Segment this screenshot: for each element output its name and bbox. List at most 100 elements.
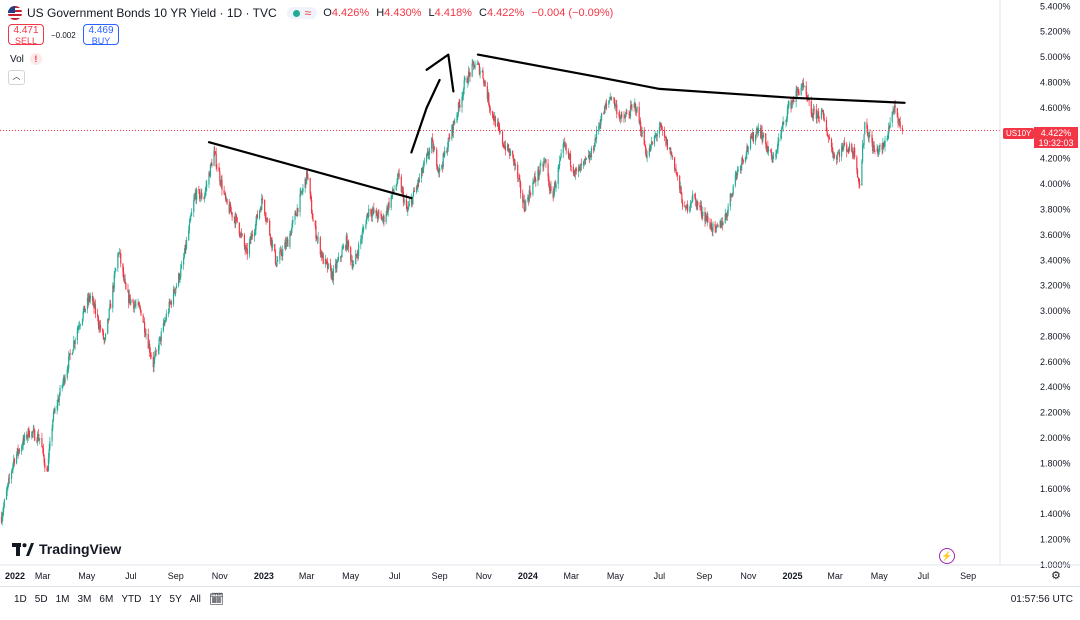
- y-tick-label: 5.400%: [1040, 1, 1071, 11]
- candle: [771, 155, 773, 163]
- candle: [245, 243, 248, 254]
- candle: [605, 100, 607, 109]
- candle: [326, 260, 328, 265]
- candle: [316, 235, 319, 245]
- candle: [403, 197, 405, 206]
- calendar-range-icon[interactable]: 🗓: [209, 592, 225, 606]
- range-button-5y[interactable]: 5Y: [169, 594, 182, 605]
- candle: [468, 68, 470, 78]
- candle: [887, 130, 889, 140]
- candle: [329, 258, 332, 272]
- candle: [269, 218, 271, 237]
- candle: [426, 153, 428, 165]
- candle: [224, 192, 226, 196]
- candle: [590, 152, 592, 158]
- range-button-3m[interactable]: 3M: [77, 594, 92, 605]
- candle: [346, 233, 348, 251]
- range-button-ytd[interactable]: YTD: [121, 594, 142, 605]
- candle: [355, 253, 358, 259]
- warning-icon[interactable]: !: [29, 53, 42, 65]
- range-button-1d[interactable]: 1D: [14, 594, 27, 605]
- candle: [459, 99, 461, 112]
- y-tick-label: 4.800%: [1040, 78, 1071, 88]
- candle: [635, 108, 637, 117]
- range-button-6m[interactable]: 6M: [99, 594, 114, 605]
- candle: [491, 110, 494, 119]
- candle: [604, 103, 606, 113]
- candle: [843, 140, 845, 151]
- candle: [87, 293, 89, 308]
- range-button-5d[interactable]: 5D: [34, 594, 48, 605]
- candle: [204, 192, 206, 203]
- trendline-drawing[interactable]: [425, 53, 455, 93]
- candle: [209, 171, 211, 177]
- candle: [787, 100, 789, 115]
- candle: [628, 109, 630, 120]
- candle: [362, 224, 364, 233]
- candle: [555, 181, 557, 193]
- candle: [219, 179, 222, 187]
- trendline-drawing[interactable]: [207, 141, 413, 200]
- sell-button[interactable]: 4.471 SELL: [8, 24, 44, 46]
- candle: [488, 103, 491, 113]
- candle: [580, 158, 582, 171]
- clock-time[interactable]: 01:57:56 UTC: [1010, 594, 1073, 605]
- candle: [702, 206, 704, 220]
- symbol-title[interactable]: US Government Bonds 10 YR Yield · 1D · T…: [27, 6, 277, 20]
- lightning-icon[interactable]: ⚡: [939, 548, 955, 564]
- candle: [233, 216, 235, 223]
- volume-legend[interactable]: Vol !: [10, 53, 42, 65]
- chevron-up-icon[interactable]: ︿: [8, 70, 25, 85]
- candle: [638, 101, 640, 125]
- candle: [191, 208, 193, 216]
- tradingview-logo[interactable]: TradingView: [12, 541, 121, 557]
- candle: [777, 137, 779, 155]
- x-tick-label: Sep: [432, 571, 448, 581]
- candle: [321, 249, 323, 262]
- candle: [5, 486, 8, 500]
- candle: [872, 138, 874, 154]
- candle: [548, 180, 551, 195]
- candle: [761, 125, 763, 145]
- trendline-drawing[interactable]: [476, 53, 906, 104]
- candle: [173, 286, 175, 294]
- buy-button[interactable]: 4.469 BUY: [83, 24, 119, 46]
- y-tick-label: 3.000%: [1040, 306, 1071, 316]
- candle: [478, 61, 480, 66]
- range-button-1m[interactable]: 1M: [55, 594, 70, 605]
- candle: [539, 162, 541, 175]
- candle: [240, 228, 243, 239]
- candle: [66, 365, 68, 381]
- candle: [655, 133, 657, 138]
- bar-countdown: 19:32:03: [1038, 138, 1074, 148]
- candle: [391, 194, 393, 200]
- range-button-all[interactable]: All: [189, 594, 201, 605]
- candle: [109, 299, 111, 310]
- candle: [727, 203, 729, 217]
- trendline-drawing[interactable]: [410, 78, 441, 154]
- candle: [448, 133, 450, 139]
- candle: [457, 112, 459, 121]
- market-status-pill[interactable]: ≈: [286, 7, 318, 19]
- gear-icon[interactable]: ⚙: [1051, 570, 1061, 582]
- candle: [34, 428, 36, 442]
- candle: [428, 150, 430, 160]
- candle: [172, 285, 175, 307]
- candle: [699, 202, 701, 211]
- spread-value: −0.002: [51, 31, 76, 40]
- candle: [843, 137, 846, 147]
- candle: [456, 112, 458, 124]
- candle: [629, 111, 631, 118]
- candle: [660, 122, 662, 131]
- candle: [336, 259, 338, 273]
- candle: [178, 272, 180, 283]
- candle: [223, 185, 225, 195]
- candle: [188, 218, 191, 234]
- candle: [725, 212, 727, 220]
- candle: [12, 462, 14, 474]
- candle: [502, 143, 504, 148]
- range-button-1y[interactable]: 1Y: [149, 594, 162, 605]
- candle: [663, 126, 666, 142]
- x-tick-label: Nov: [476, 571, 493, 581]
